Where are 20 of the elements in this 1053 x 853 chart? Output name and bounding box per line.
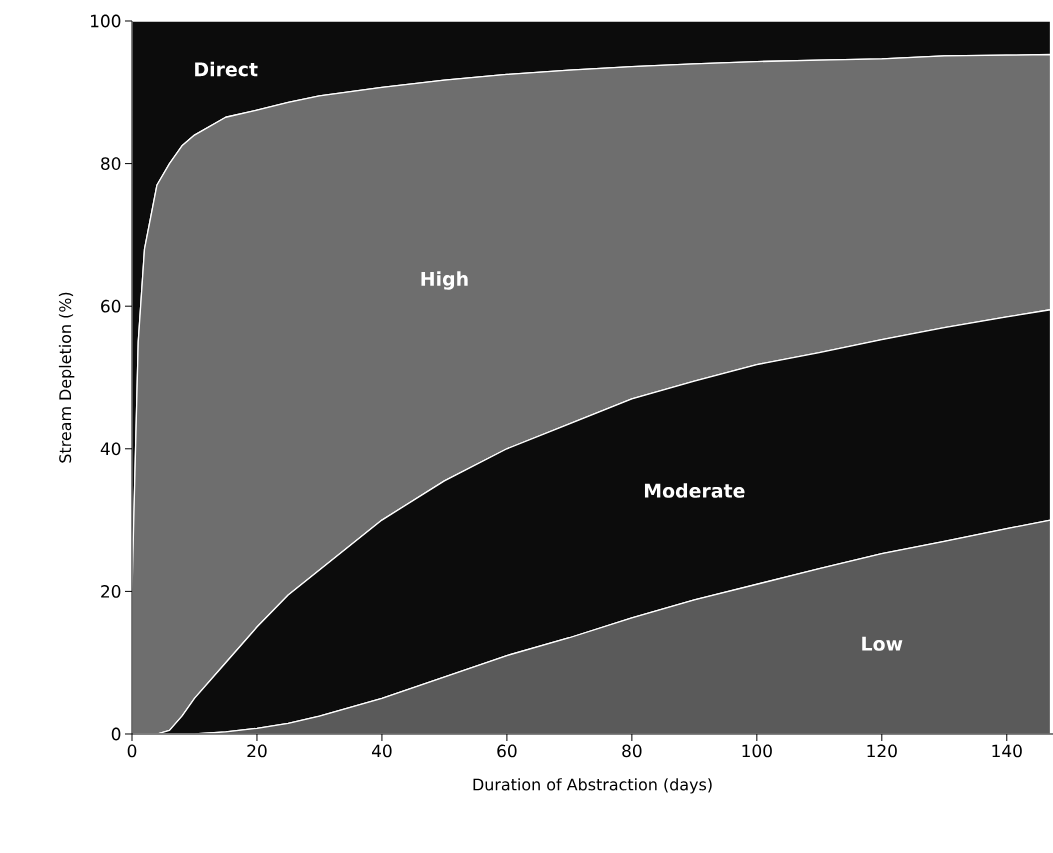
x-tick-label: 80 xyxy=(622,744,642,758)
y-tick-label: 40 xyxy=(100,442,121,456)
x-tick-label: 60 xyxy=(497,744,517,758)
series-label: Direct xyxy=(195,61,258,77)
x-tick-label: 0 xyxy=(127,744,137,758)
x-tick-label: 140 xyxy=(992,744,1022,758)
series-label: Low xyxy=(862,636,903,651)
x-tick-label: 40 xyxy=(371,744,392,758)
x-tick-label: 20 xyxy=(247,744,267,758)
y-tick-label: 100 xyxy=(91,14,121,28)
y-axis-title: Stream Depletion (%) xyxy=(58,292,75,463)
series-label: High xyxy=(421,271,468,290)
y-tick-label: 20 xyxy=(101,584,121,598)
series-label: Moderate xyxy=(644,483,745,498)
x-tick-label: 100 xyxy=(742,744,772,758)
y-tick-label: 80 xyxy=(101,157,121,170)
y-tick-label: 60 xyxy=(101,299,121,313)
x-tick-label: 120 xyxy=(867,744,897,758)
x-axis-title: Duration of Abstraction (days) xyxy=(473,778,712,794)
y-tick-label: 0 xyxy=(111,727,121,741)
